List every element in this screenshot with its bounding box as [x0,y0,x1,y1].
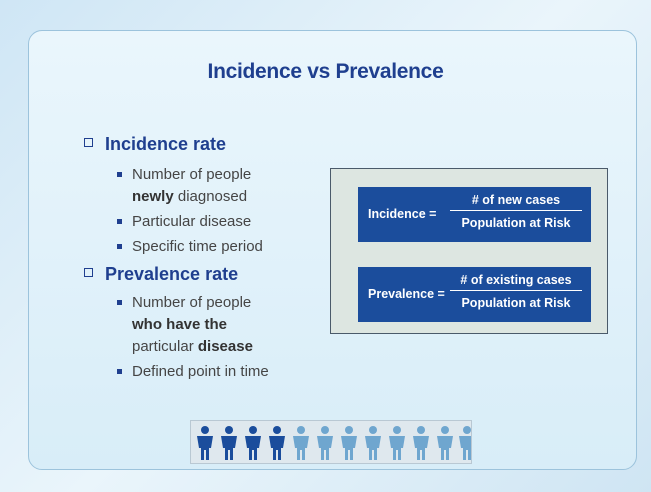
text: diagnosed [177,188,248,205]
bullet: Specific time period [114,236,263,258]
formula-label: Prevalence = [368,287,445,301]
formula: Prevalence = # of existing cases Populati… [358,267,591,322]
bold-text: disease [197,338,253,355]
denominator: Population at Risk [461,296,571,310]
text: Defined point in time [132,363,269,380]
formula-label: Incidence = [368,207,437,221]
bullet-list: Number of people newly diagnosed Particul… [114,164,263,261]
text: Specific time period [132,238,263,255]
formula: Incidence = # of new cases Population at … [358,187,591,242]
text: Number of people [132,294,252,311]
bullet: Number of people newly diagnosed [114,164,263,208]
bullet: Number of people who have the particular d… [114,292,269,358]
bullet: Particular disease [114,211,263,233]
text: Particular disease [132,213,252,230]
person-dark [197,426,285,460]
people-strip [190,420,475,464]
bold-text: newly [132,188,174,205]
bullet-list: Number of people who have the particular d… [114,292,269,386]
text: Number of people [132,166,252,183]
bold-text: who have the [132,316,228,333]
numerator: # of new cases [450,193,582,211]
text: particular [132,338,194,355]
numerator: # of existing cases [450,273,582,291]
title: Incidence vs Prevalence [207,60,444,83]
denominator: Population at Risk [461,216,571,230]
section-heading: Prevalence rate [84,264,238,285]
people-icons [197,426,475,460]
section-heading: Incidence rate [84,134,226,155]
person-light [293,426,475,460]
formula-box: Incidence = # of new cases Population at … [330,168,608,334]
bullet: Defined point in time [114,361,269,383]
